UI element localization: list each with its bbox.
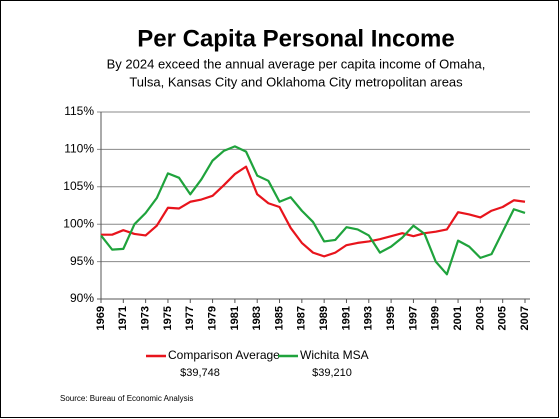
- legend-note: $39,748: [180, 367, 220, 379]
- x-tick-label: 1999: [430, 306, 442, 330]
- y-tick-label: 105%: [63, 179, 94, 193]
- series-line: [101, 165, 526, 258]
- source: Source: Bureau of Economic Analysis: [60, 394, 193, 403]
- x-tick-label: 1973: [140, 306, 152, 330]
- series-line: [100, 145, 526, 276]
- x-tick-label: 1993: [363, 306, 375, 330]
- x-tick-label: 1979: [206, 306, 218, 330]
- x-tick-label: 1989: [318, 306, 330, 330]
- x-tick-label: 1987: [296, 306, 308, 330]
- x-tick-label: 1969: [95, 306, 107, 330]
- y-tick-label: 100%: [63, 216, 94, 230]
- x-tick-label: 1981: [229, 306, 241, 330]
- x-tick-label: 2005: [497, 306, 509, 330]
- x-tick-label: 1985: [273, 306, 285, 330]
- x-tick-label: 1971: [117, 306, 129, 330]
- y-tick-label: 95%: [70, 254, 94, 268]
- x-tick-label: 1997: [407, 306, 419, 330]
- x-tick-label: 2007: [519, 306, 531, 330]
- x-tick-label: 1991: [340, 306, 352, 330]
- subtitle: Tulsa, Kansas City and Oklahoma City met…: [129, 74, 463, 89]
- legend-label: Comparison Average: [168, 348, 280, 362]
- y-tick-label: 90%: [70, 291, 94, 305]
- legend-label: Wichita MSA: [300, 348, 369, 362]
- x-tick-label: 1975: [162, 306, 174, 330]
- x-tick-label: 1983: [251, 306, 263, 330]
- y-tick-label: 115%: [64, 104, 94, 118]
- x-tick-label: 1995: [385, 306, 397, 330]
- subtitle: By 2024 exceed the annual average per ca…: [107, 56, 486, 71]
- legend-note: $39,210: [312, 367, 352, 379]
- x-tick-label: 1977: [184, 306, 196, 330]
- x-tick-label: 2001: [452, 306, 464, 330]
- x-tick-label: 2003: [474, 306, 486, 330]
- y-tick-label: 110%: [64, 142, 94, 156]
- chart-title: Per Capita Personal Income: [137, 25, 454, 52]
